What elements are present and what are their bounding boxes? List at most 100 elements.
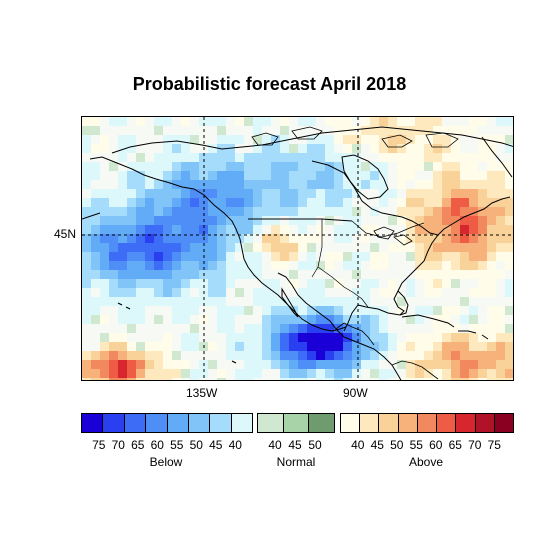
grid-cell: [460, 144, 469, 153]
grid-cell: [244, 351, 253, 360]
grid-cell: [289, 207, 298, 216]
grid-cell: [478, 243, 487, 252]
grid-cell: [127, 162, 136, 171]
grid-cell: [100, 216, 109, 225]
grid-cell: [361, 342, 370, 351]
grid-cell: [271, 135, 280, 144]
grid-cell: [145, 216, 154, 225]
grid-cell: [451, 315, 460, 324]
grid-cell: [262, 297, 271, 306]
grid-cell: [325, 306, 334, 315]
grid-cell: [361, 117, 370, 126]
grid-cell: [127, 117, 136, 126]
grid-cell: [100, 279, 109, 288]
grid-cell: [100, 198, 109, 207]
grid-cell: [280, 369, 289, 378]
grid-cell: [361, 378, 370, 380]
grid-cell: [343, 135, 352, 144]
grid-cell: [253, 315, 262, 324]
grid-cell: [487, 180, 496, 189]
grid-cell: [289, 378, 298, 380]
grid-cell: [280, 378, 289, 380]
grid-cell: [154, 342, 163, 351]
grid-cell: [397, 234, 406, 243]
grid-cell: [181, 144, 190, 153]
grid-cell: [460, 243, 469, 252]
grid-cell: [379, 324, 388, 333]
grid-cell: [361, 207, 370, 216]
grid-cell: [325, 180, 334, 189]
grid-cell: [298, 207, 307, 216]
grid-cell: [181, 288, 190, 297]
grid-cell: [199, 207, 208, 216]
grid-cell: [442, 126, 451, 135]
grid-cell: [271, 270, 280, 279]
grid-cell: [145, 135, 154, 144]
grid-cell: [406, 378, 415, 380]
grid-cell: [307, 351, 316, 360]
grid-cell: [289, 270, 298, 279]
grid-cell: [487, 270, 496, 279]
grid-cell: [424, 171, 433, 180]
grid-cell: [190, 180, 199, 189]
grid-cell: [118, 198, 127, 207]
grid-cell: [487, 171, 496, 180]
grid-cell: [262, 225, 271, 234]
grid-cell: [253, 216, 262, 225]
grid-cell: [289, 189, 298, 198]
grid-cell: [496, 162, 505, 171]
grid-cell: [253, 189, 262, 198]
grid-cell: [343, 189, 352, 198]
grid-cell: [406, 297, 415, 306]
grid-cell: [406, 225, 415, 234]
grid-cell: [91, 198, 100, 207]
grid-cell: [496, 216, 505, 225]
grid-cell: [190, 333, 199, 342]
grid-cell: [343, 270, 352, 279]
grid-cell: [298, 342, 307, 351]
grid-cell: [262, 306, 271, 315]
grid-cell: [145, 198, 154, 207]
grid-cell: [325, 378, 334, 380]
grid-cell: [91, 369, 100, 378]
grid-cell: [217, 135, 226, 144]
grid-cell: [226, 288, 235, 297]
grid-cell: [154, 243, 163, 252]
grid-cell: [280, 225, 289, 234]
grid-cell: [433, 153, 442, 162]
grid-cell: [208, 315, 217, 324]
grid-cell: [334, 144, 343, 153]
grid-cell: [91, 225, 100, 234]
grid-cell: [361, 144, 370, 153]
grid-cell: [424, 288, 433, 297]
grid-cell: [280, 315, 289, 324]
grid-cell: [370, 198, 379, 207]
grid-cell: [451, 135, 460, 144]
grid-cell: [460, 369, 469, 378]
grid-cell: [370, 369, 379, 378]
grid-cell: [262, 360, 271, 369]
grid-cell: [451, 378, 460, 380]
grid-cell: [334, 351, 343, 360]
grid-cell: [226, 126, 235, 135]
grid-cell: [298, 369, 307, 378]
grid-cell: [154, 378, 163, 380]
grid-cell: [127, 234, 136, 243]
grid-cell: [226, 360, 235, 369]
grid-cell: [478, 342, 487, 351]
grid-cell: [361, 369, 370, 378]
grid-cell: [316, 279, 325, 288]
grid-cell: [100, 270, 109, 279]
grid-cell: [397, 207, 406, 216]
grid-cell: [496, 126, 505, 135]
grid-cell: [208, 360, 217, 369]
grid-cell: [505, 261, 513, 270]
grid-cell: [433, 216, 442, 225]
grid-cell: [334, 369, 343, 378]
grid-cell: [334, 198, 343, 207]
grid-cell: [226, 333, 235, 342]
grid-cell: [388, 180, 397, 189]
grid-cell: [460, 171, 469, 180]
grid-cell: [289, 360, 298, 369]
grid-cell: [109, 117, 118, 126]
